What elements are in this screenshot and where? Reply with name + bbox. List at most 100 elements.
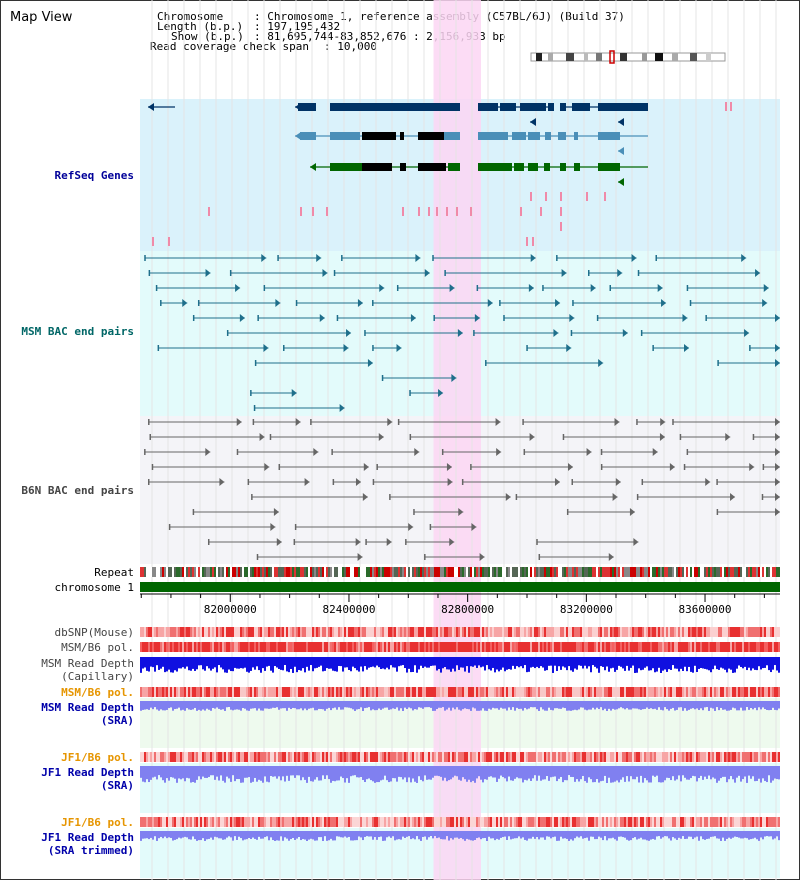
pol-cell: [332, 642, 334, 652]
depth-bar: [386, 657, 388, 668]
pol-cell: [200, 752, 202, 762]
depth-bar: [266, 701, 268, 709]
repeat-element: [664, 567, 666, 577]
pol-cell: [172, 642, 174, 652]
depth-bar: [342, 657, 344, 672]
repeat-element: [452, 567, 454, 577]
depth-bar: [590, 701, 592, 710]
depth-bar: [150, 701, 152, 708]
pol-cell: [320, 752, 322, 762]
pol-cell: [728, 687, 730, 697]
pol-cell: [700, 627, 702, 637]
repeat-element: [240, 567, 242, 577]
pol-cell: [342, 687, 344, 697]
depth-bar: [498, 701, 500, 710]
pol-cell: [406, 642, 408, 652]
pol-cell: [266, 752, 268, 762]
pol-cell: [584, 817, 586, 827]
depth-bar: [300, 701, 302, 709]
ideogram-band: [706, 53, 711, 61]
depth-bar: [464, 701, 466, 709]
pol-cell: [412, 687, 414, 697]
depth-bar: [188, 657, 190, 671]
pol-cell: [646, 817, 648, 827]
depth-bar: [244, 657, 246, 668]
pol-cell: [510, 752, 512, 762]
depth-bar: [560, 701, 562, 709]
pol-cell: [210, 817, 212, 827]
pol-cell: [268, 642, 270, 652]
depth-bar: [648, 701, 650, 709]
pair-arrow: [622, 329, 628, 337]
pol-cell: [528, 687, 530, 697]
depth-bar: [556, 701, 558, 709]
depth-bar: [538, 657, 540, 669]
depth-bar: [466, 701, 468, 709]
depth-bar: [708, 766, 710, 776]
depth-bar: [156, 701, 158, 710]
pol-cell: [282, 752, 284, 762]
pol-cell: [188, 642, 190, 652]
pol-cell: [396, 642, 398, 652]
depth-bar: [734, 831, 736, 837]
pol-cell: [252, 627, 254, 637]
b6n-bac-pair: [148, 418, 242, 426]
gene-arrow: [560, 103, 566, 111]
depth-bar: [596, 701, 598, 708]
pol-cell: [586, 642, 588, 652]
depth-bar: [750, 657, 752, 671]
pol-cell: [546, 687, 548, 697]
pol-cell: [480, 642, 482, 652]
pair-arrow: [387, 418, 393, 426]
pol-cell: [648, 687, 650, 697]
depth-bar: [470, 831, 472, 841]
pol-cell: [164, 817, 166, 827]
depth-bar: [444, 766, 446, 778]
repeat-element: [772, 567, 774, 577]
depth-bar: [524, 766, 526, 780]
pol-cell: [200, 817, 202, 827]
depth-bar: [260, 766, 262, 781]
depth-bar: [520, 657, 522, 667]
msm-bac-pair: [556, 254, 637, 262]
pol-cell: [660, 642, 662, 652]
pol-cell: [646, 687, 648, 697]
depth-bar: [272, 766, 274, 777]
depth-bar: [612, 831, 614, 838]
msm-bac-pair: [503, 314, 575, 322]
pol-cell: [408, 752, 410, 762]
msm-bac-pair: [263, 284, 385, 292]
pol-cell: [496, 642, 498, 652]
depth-bar: [370, 831, 372, 837]
depth-bar: [314, 657, 316, 669]
pol-cell: [320, 817, 322, 827]
depth-bar: [636, 701, 638, 709]
pol-cell: [234, 752, 236, 762]
pol-cell: [212, 642, 214, 652]
pol-cell: [158, 752, 160, 762]
depth-bar: [194, 657, 196, 671]
depth-bar: [192, 701, 194, 710]
pol-cell: [430, 817, 432, 827]
pol-cell: [192, 817, 194, 827]
pol-cell: [752, 752, 754, 762]
pol-cell: [452, 817, 454, 827]
pol-cell: [518, 642, 520, 652]
pol-cell: [174, 817, 176, 827]
pol-cell: [226, 642, 228, 652]
depth-bar: [758, 701, 760, 708]
depth-bar: [512, 701, 514, 708]
pol-cell: [478, 627, 480, 637]
depth-bar: [488, 831, 490, 837]
depth-bar: [622, 766, 624, 778]
pol-cell: [632, 817, 634, 827]
repeat-element: [288, 567, 290, 577]
pol-cell: [714, 752, 716, 762]
depth-bar: [454, 831, 456, 838]
msm-bac-pair: [250, 389, 297, 397]
depth-bar: [562, 831, 564, 839]
pol-cell: [502, 642, 504, 652]
depth-bar: [684, 831, 686, 839]
repeat-element: [714, 567, 716, 577]
